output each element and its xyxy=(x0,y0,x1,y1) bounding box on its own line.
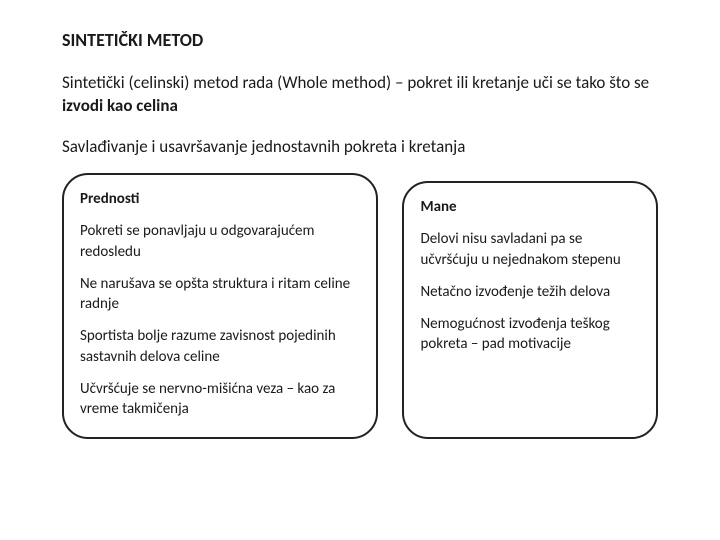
disadvantages-box: Mane Delovi nisu savladani pa se učvršću… xyxy=(402,181,658,439)
intro-text-bold: izvodi kao celina xyxy=(62,95,178,116)
advantages-item: Ne narušava se opšta struktura i ritam c… xyxy=(80,274,360,315)
advantages-box: Prednosti Pokreti se ponavljaju u odgova… xyxy=(62,173,378,439)
advantages-title: Prednosti xyxy=(80,189,360,209)
intro-text-pre: Sintetički (celinski) metod rada (Whole … xyxy=(62,72,649,93)
disadvantages-item: Netačno izvođenje težih delova xyxy=(420,282,640,302)
advantages-item: Sportista bolje razume zavisnost pojedin… xyxy=(80,326,360,367)
subintro-paragraph: Savlađivanje i usavršavanje jednostavnih… xyxy=(62,136,658,159)
disadvantages-title: Mane xyxy=(420,197,640,217)
disadvantages-item: Nemogućnost izvođenja teškog pokreta – p… xyxy=(420,314,640,355)
advantages-item: Pokreti se ponavljaju u odgovarajućem re… xyxy=(80,221,360,262)
disadvantages-item: Delovi nisu savladani pa se učvršćuju u … xyxy=(420,229,640,270)
intro-paragraph: Sintetički (celinski) metod rada (Whole … xyxy=(62,72,658,118)
page-title: SINTETIČKI METOD xyxy=(62,28,658,52)
advantages-item: Učvršćuje se nervno-mišićna veza – kao z… xyxy=(80,379,360,420)
boxes-row: Prednosti Pokreti se ponavljaju u odgova… xyxy=(62,173,658,439)
